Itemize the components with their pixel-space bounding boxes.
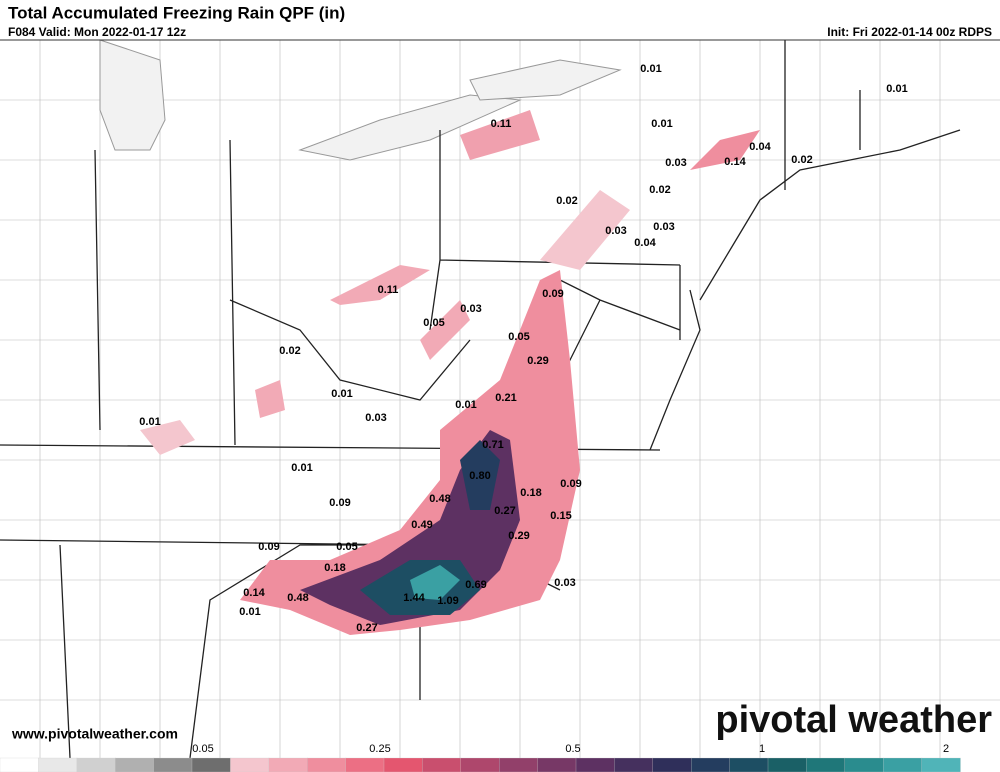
- colorbar-swatch: [614, 757, 654, 772]
- qpf-label: 0.01: [331, 388, 352, 400]
- colorbar-swatch: [767, 757, 808, 772]
- qpf-label: 1.09: [437, 595, 458, 607]
- qpf-label: 0.02: [791, 154, 812, 166]
- colorbar-swatch: [729, 757, 769, 772]
- qpf-label: 0.18: [324, 562, 345, 574]
- qpf-label: 0.01: [139, 416, 160, 428]
- colorbar-swatch: [422, 757, 462, 772]
- qpf-label: 0.09: [542, 288, 563, 300]
- colorbar-swatch: [38, 757, 78, 772]
- valid-time: F084 Valid: Mon 2022-01-17 12z: [8, 25, 186, 39]
- qpf-label: 0.05: [336, 541, 357, 553]
- qpf-label: 0.18: [520, 487, 541, 499]
- qpf-label: 0.03: [460, 303, 481, 315]
- qpf-label: 0.03: [665, 157, 686, 169]
- qpf-label: 0.15: [550, 510, 571, 522]
- qpf-label: 0.27: [494, 505, 515, 517]
- website: www.pivotalweather.com: [11, 726, 178, 742]
- qpf-label: 0.01: [651, 118, 672, 130]
- qpf-label: 0.04: [634, 237, 656, 249]
- qpf-label: 0.09: [258, 541, 279, 553]
- colorbar-label: 0.25: [369, 743, 390, 755]
- qpf-label: 0.01: [291, 462, 312, 474]
- colorbar-swatch: [345, 757, 385, 772]
- lakes: [99, 39, 622, 161]
- qpf-label: 0.71: [482, 439, 503, 451]
- colorbar-swatch: [921, 757, 961, 772]
- qpf-label: 0.80: [469, 470, 490, 482]
- colorbar-swatch: [268, 757, 308, 772]
- colorbar-swatch: [230, 757, 270, 772]
- qpf-label: 0.01: [640, 63, 661, 75]
- qpf-label: 0.11: [378, 284, 399, 296]
- colorbar-swatch: [537, 757, 577, 772]
- freezing-rain-shading: [140, 110, 760, 635]
- colorbar-swatch: [307, 757, 347, 772]
- qpf-label: 0.02: [556, 195, 577, 207]
- qpf-label: 0.29: [508, 530, 529, 542]
- qpf-label: 0.04: [749, 141, 771, 153]
- colorbar-swatch: [575, 757, 616, 772]
- qpf-label: 0.09: [329, 497, 350, 509]
- colorbar-swatch: [191, 757, 232, 772]
- colorbar-label: 0.05: [192, 743, 213, 755]
- title: Total Accumulated Freezing Rain QPF (in): [8, 3, 345, 22]
- qpf-label: 0.05: [508, 331, 529, 343]
- qpf-label: 0.09: [560, 478, 581, 490]
- colorbar-swatch: [883, 757, 923, 772]
- qpf-label: 0.02: [649, 184, 670, 196]
- colorbar-swatch: [383, 757, 424, 772]
- colorbar-label: 2: [943, 743, 949, 755]
- qpf-label: 0.11: [491, 118, 512, 130]
- colorbar-swatch: [691, 757, 731, 772]
- qpf-label: 0.14: [243, 587, 265, 599]
- colorbar-swatch: [460, 757, 500, 772]
- qpf-label: 0.48: [429, 493, 450, 505]
- qpf-label: 0.69: [465, 579, 486, 591]
- qpf-label: 0.29: [527, 355, 548, 367]
- qpf-label: 0.05: [423, 317, 444, 329]
- qpf-label: 0.03: [554, 577, 575, 589]
- qpf-label: 0.21: [495, 392, 516, 404]
- colorbar-swatch: [652, 757, 692, 772]
- qpf-label: 0.01: [455, 399, 476, 411]
- colorbar-swatch: [0, 757, 40, 772]
- qpf-label: 0.03: [653, 221, 674, 233]
- colorbar-swatch: [844, 757, 884, 772]
- qpf-label: 0.14: [724, 156, 746, 168]
- qpf-label: 0.02: [279, 345, 300, 357]
- colorbar-swatch: [76, 757, 116, 772]
- qpf-label: 0.49: [411, 519, 432, 531]
- qpf-label: 0.01: [886, 83, 907, 95]
- qpf-label: 0.27: [356, 622, 377, 634]
- qpf-label: 0.03: [605, 225, 626, 237]
- colorbar-swatch: [806, 757, 846, 772]
- qpf-label: 0.01: [239, 606, 260, 618]
- qpf-label: 0.03: [365, 412, 386, 424]
- qpf-label: 1.44: [403, 592, 425, 604]
- qpf-label: 0.48: [287, 592, 308, 604]
- colorbar-swatch: [499, 757, 539, 772]
- logo: pivotal weather: [715, 699, 992, 741]
- colorbar-swatch: [115, 757, 155, 772]
- colorbar-label: 0.5: [565, 743, 580, 755]
- init-time: Init: Fri 2022-01-14 00z RDPS: [827, 25, 992, 39]
- colorbar-swatch: [153, 757, 193, 772]
- colorbar-label: 1: [759, 743, 765, 755]
